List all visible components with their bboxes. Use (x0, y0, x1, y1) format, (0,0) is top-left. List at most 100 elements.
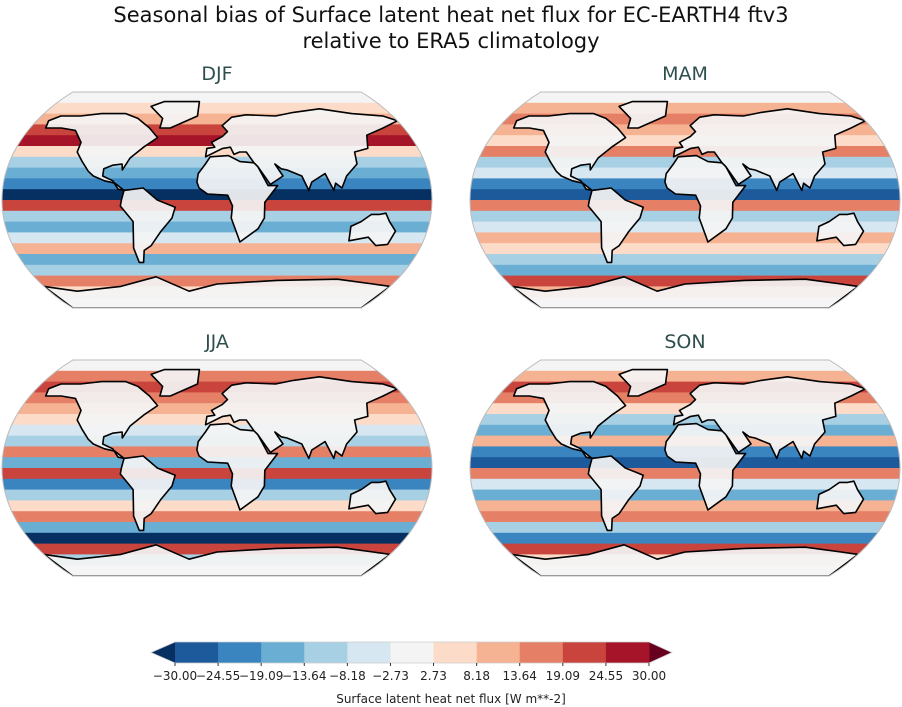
coastline (44, 112, 159, 192)
field-band (470, 543, 900, 555)
field-band (470, 275, 900, 287)
field-band (2, 511, 432, 523)
coastline (672, 108, 867, 192)
colorbar-segment (218, 642, 262, 663)
field-band (2, 392, 432, 404)
coastline (44, 380, 159, 460)
field-band (470, 232, 900, 244)
coastline (512, 380, 627, 460)
field-band (470, 102, 900, 115)
field-band (2, 243, 432, 255)
field-band (470, 489, 900, 501)
colorbar-extend-max (649, 642, 672, 663)
field-band (470, 210, 900, 223)
map-panel-son (469, 359, 901, 577)
colorbar-segment (390, 642, 435, 663)
field-band (470, 200, 900, 212)
colorbar-segment (175, 642, 219, 663)
colorbar-segment (605, 642, 650, 663)
panel-title-son: SON (664, 331, 705, 353)
field-band (470, 478, 900, 491)
colorbar-tick-label: −8.18 (329, 669, 366, 683)
field-band (470, 522, 900, 534)
coastline (43, 544, 391, 576)
colorbar-tick-label: −13.64 (282, 669, 326, 683)
colorbar-segment (261, 642, 305, 663)
map-panel-djf (1, 91, 433, 309)
field-band (470, 264, 900, 277)
colorbar-segment (562, 642, 607, 663)
field-band (2, 370, 432, 383)
coastline (150, 100, 201, 129)
coastline (119, 455, 176, 532)
coastline (204, 108, 399, 192)
coastline (204, 376, 399, 460)
field-band (470, 500, 900, 512)
coastline (587, 455, 644, 532)
map-boundary (1, 359, 433, 577)
field-band (2, 102, 432, 115)
panel-title-mam: MAM (662, 63, 708, 85)
colorbar-label: Surface latent heat net flux [W m**-2] (336, 692, 566, 706)
coastline (816, 480, 865, 515)
field-band (2, 221, 432, 233)
coastline (196, 154, 279, 243)
panel-title-djf: DJF (201, 63, 232, 85)
figure-title-line-1: Seasonal bias of Surface latent heat net… (113, 3, 789, 27)
field-band (470, 113, 900, 125)
colorbar-tick-label: −19.09 (239, 669, 283, 683)
colorbar-tick-label: 30.00 (632, 669, 666, 683)
colorbar-tick-label: 8.18 (463, 669, 490, 683)
colorbar-tick-label: −2.73 (372, 669, 409, 683)
field-band (2, 264, 432, 277)
coastline (618, 100, 669, 129)
field-band (2, 113, 432, 125)
field-band (2, 489, 432, 501)
field-band (2, 532, 432, 545)
field-band (470, 511, 900, 523)
field-band (2, 543, 432, 555)
field-band (2, 500, 432, 512)
coastline (511, 544, 859, 576)
map-boundary (469, 359, 901, 577)
coastline (150, 368, 201, 397)
panel-title-jja: JJA (204, 331, 229, 353)
colorbar-tick-label: 13.64 (503, 669, 537, 683)
field-band (2, 92, 432, 104)
coastline (43, 276, 391, 308)
field-band (470, 532, 900, 545)
field-band (2, 232, 432, 244)
colorbar-segment (519, 642, 564, 663)
field-band (470, 392, 900, 404)
coastline (672, 376, 867, 460)
field-band (470, 468, 900, 480)
coastline (348, 480, 397, 515)
colorbar-tick-label: 19.09 (546, 669, 580, 683)
coastline (618, 368, 669, 397)
field-band (2, 468, 432, 480)
field-band (2, 522, 432, 534)
map-panel-mam (469, 91, 901, 309)
field-band (2, 254, 432, 266)
figure-title-line-2: relative to ERA5 climatology (302, 29, 600, 53)
coastline (512, 112, 627, 192)
colorbar: −30.00−24.55−19.09−13.64 −8.18 −2.73 2.73 8.… (150, 641, 673, 683)
colorbar-tick-label: 24.55 (589, 669, 623, 683)
colorbar-segment (347, 642, 391, 663)
field-band (2, 381, 432, 393)
field-band (470, 370, 900, 383)
field-band (470, 254, 900, 266)
field-band (2, 124, 432, 136)
coastline (587, 187, 644, 264)
colorbar-extend-min (151, 642, 175, 663)
coastline (348, 212, 397, 247)
coastline (196, 422, 279, 511)
colorbar-tick-label: 2.73 (420, 669, 447, 683)
field-band (470, 92, 900, 104)
field-band (2, 200, 432, 212)
coastline (119, 187, 176, 264)
field-band (2, 478, 432, 491)
coastline (511, 276, 859, 308)
field-band (2, 210, 432, 223)
colorbar-segment (433, 642, 478, 663)
